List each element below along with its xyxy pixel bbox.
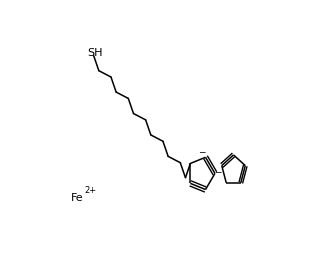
- Text: 2+: 2+: [84, 186, 96, 195]
- Text: −: −: [198, 147, 205, 156]
- Text: −: −: [214, 167, 221, 176]
- Text: Fe: Fe: [71, 194, 84, 203]
- Text: SH: SH: [87, 48, 102, 58]
